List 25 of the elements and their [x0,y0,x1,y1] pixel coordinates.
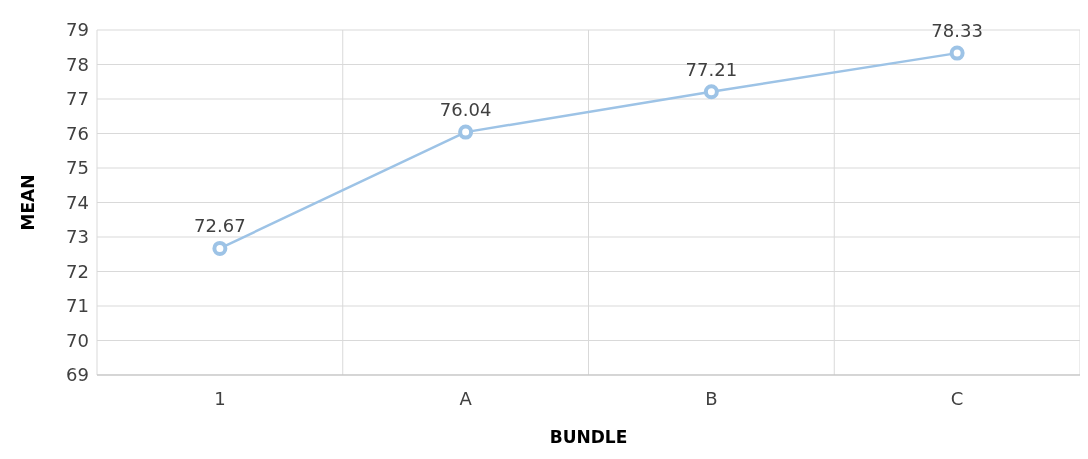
y-tick-label: 74 [66,191,89,213]
point [949,45,965,61]
point [703,84,719,100]
y-tick-label: 78 [66,53,89,75]
data-label: 77.21 [685,58,738,80]
y-tick-label: 76 [66,122,89,144]
data-label: 78.33 [931,20,983,42]
x-tick-label: A [459,388,473,409]
point [212,240,228,256]
y-tick-label: 69 [66,364,89,386]
x-tick-label: C [950,388,964,409]
x-axis-title: BUNDLE [549,427,628,447]
y-tick-label: 79 [66,19,89,41]
y-tick-label: 70 [66,329,89,351]
y-tick-label: 73 [66,226,89,248]
point [458,124,474,140]
data-label: 72.67 [194,215,246,237]
y-tick-label: 72 [66,260,89,282]
data-label: 76.04 [439,99,492,121]
y-tick-label: 71 [66,295,89,317]
y-tick-label: 75 [66,157,89,179]
x-tick-label: 1 [214,388,226,409]
x-tick-label: B [705,388,718,409]
y-tick-label: 77 [66,88,89,110]
y-axis-title: MEAN [18,174,38,231]
